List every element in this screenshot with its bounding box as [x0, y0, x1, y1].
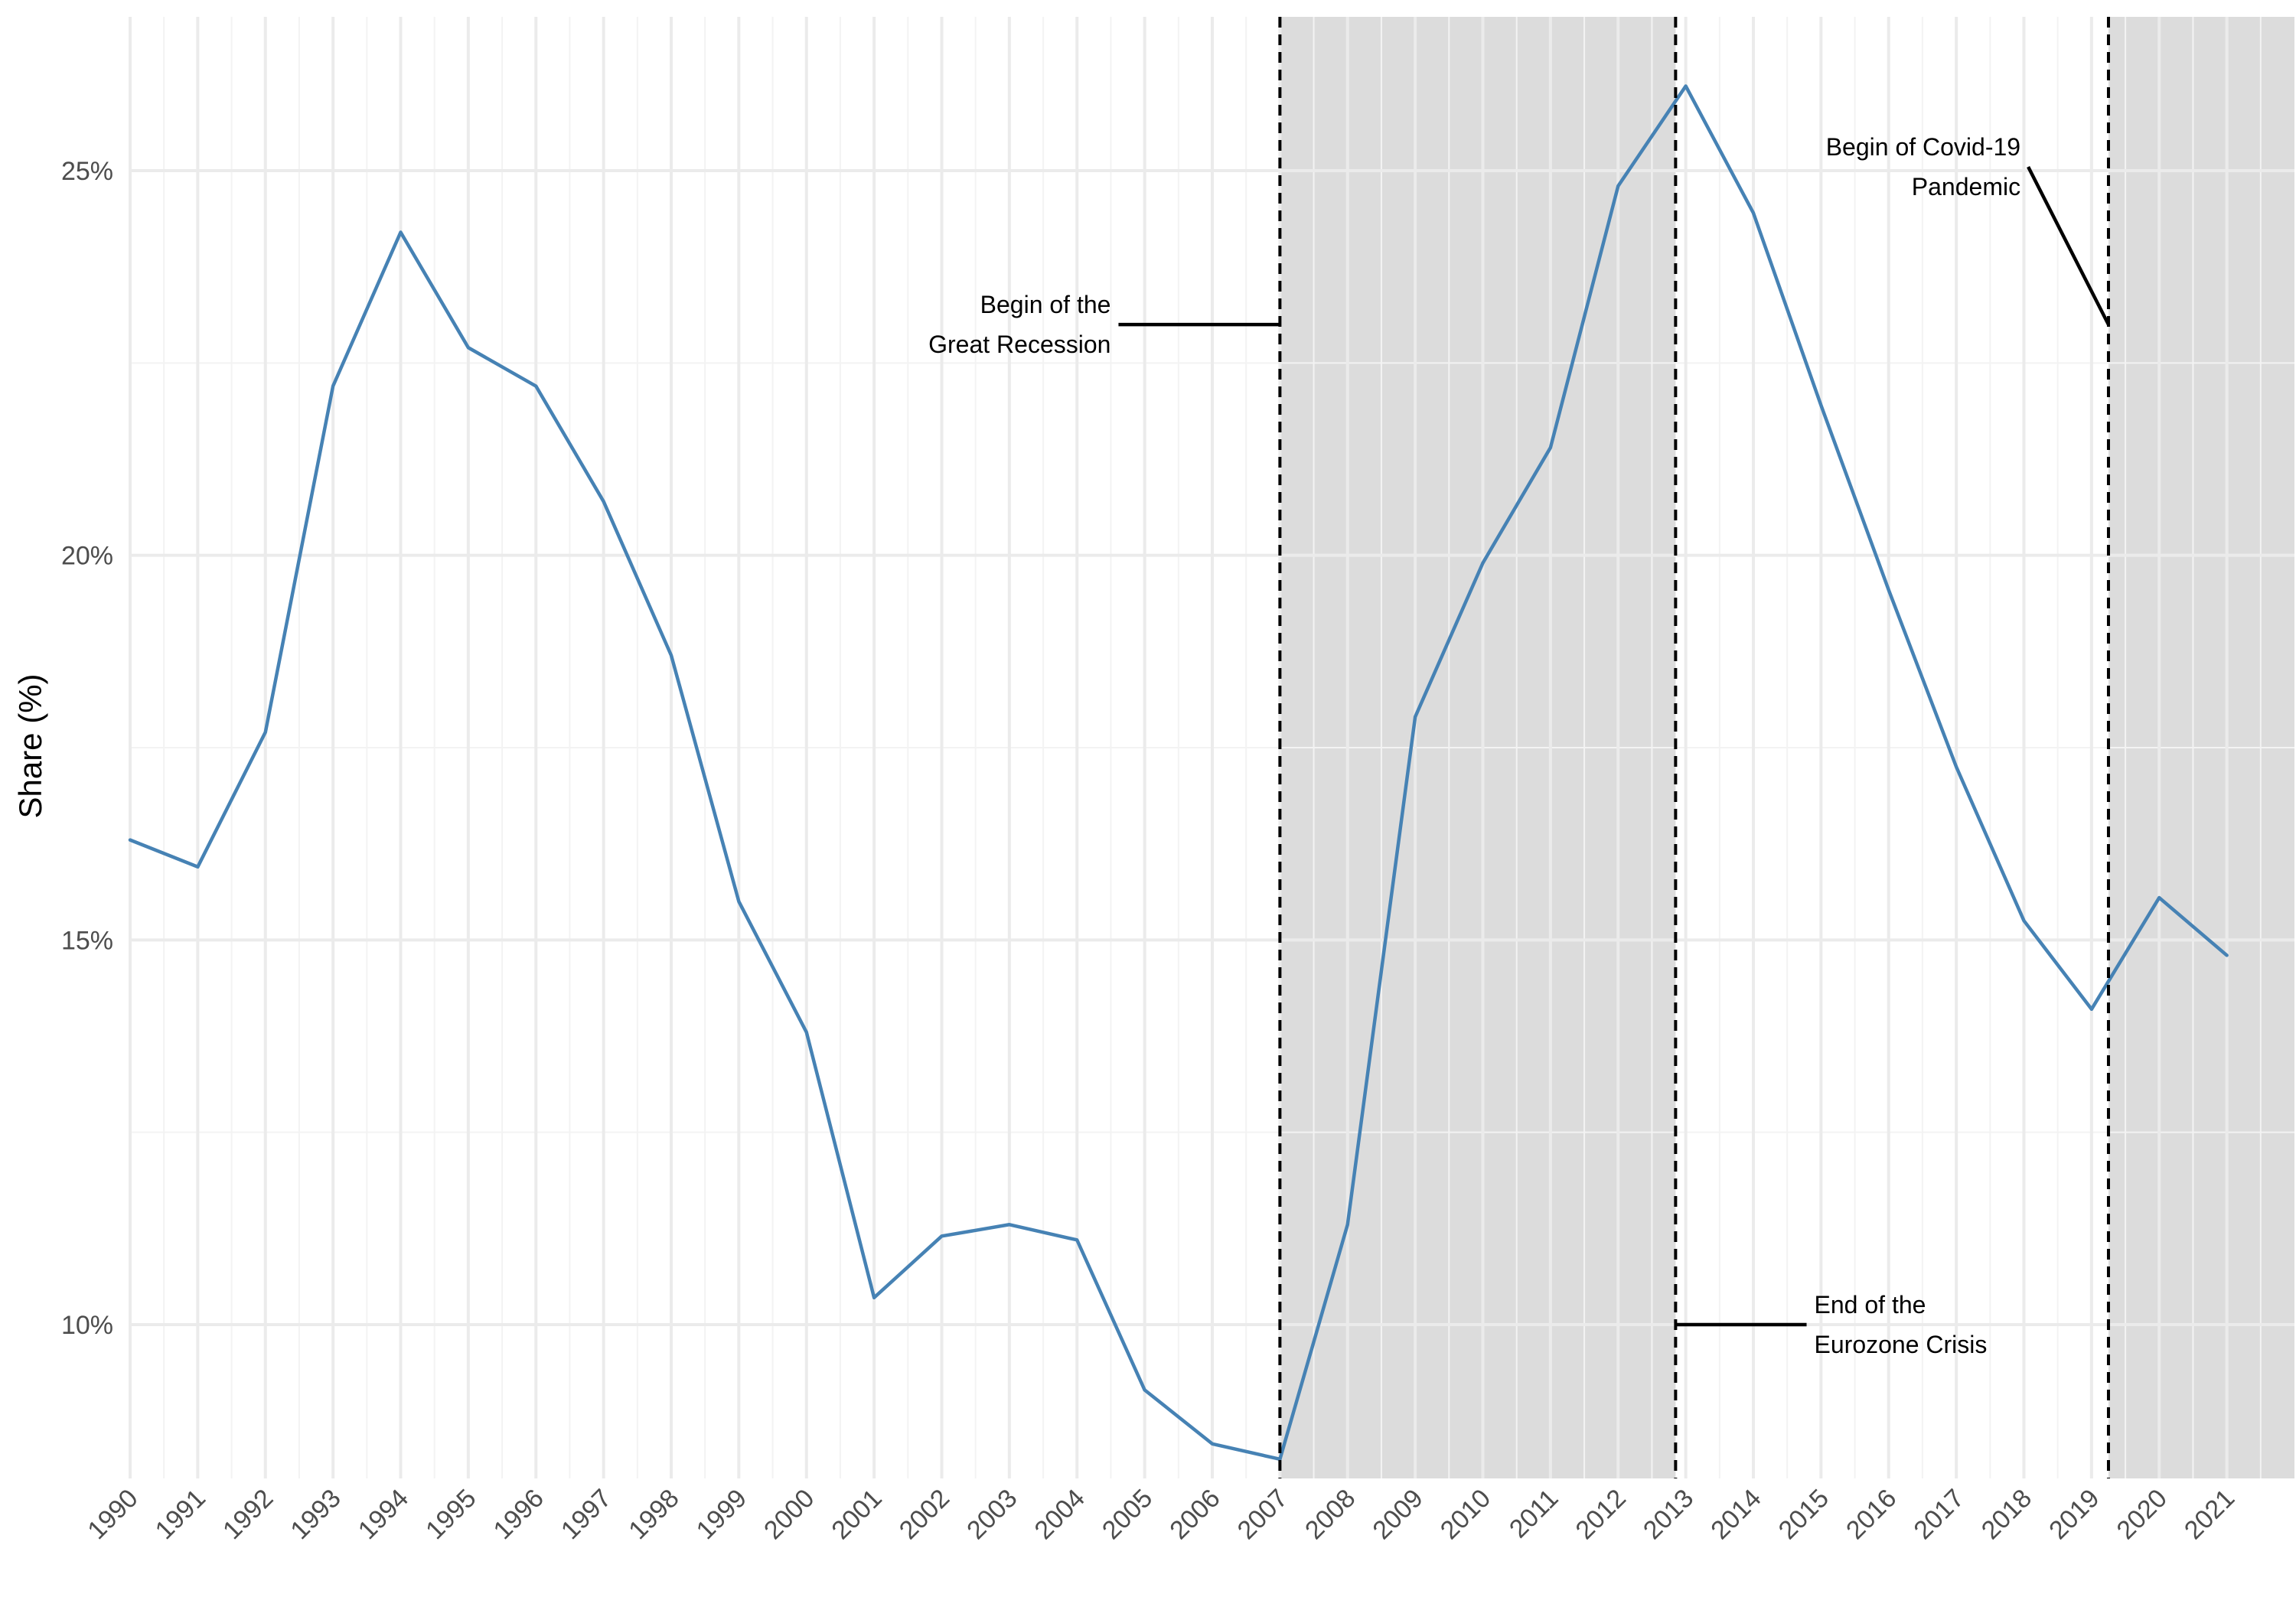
- data-point-2010: [1482, 562, 1484, 565]
- data-point-1994: [400, 230, 402, 233]
- data-point-2017: [1955, 765, 1958, 768]
- data-point-2011: [1549, 446, 1552, 449]
- annotation-1-line-1: Begin of the: [980, 291, 1111, 318]
- data-point-1996: [534, 385, 537, 388]
- data-point-1995: [467, 346, 470, 349]
- data-point-1997: [602, 500, 605, 503]
- y-tick-label: 20%: [61, 542, 113, 571]
- data-point-2015: [1819, 404, 1822, 407]
- data-point-2008: [1346, 1223, 1349, 1226]
- data-point-2001: [872, 1296, 876, 1299]
- y-tick-label: 15%: [61, 926, 113, 955]
- data-point-1998: [670, 654, 673, 657]
- annotation-leader-3: [2027, 166, 2110, 326]
- data-point-2004: [1075, 1238, 1078, 1241]
- grid: [129, 17, 2294, 1478]
- data-point-2018: [2023, 919, 2025, 922]
- y-axis-ticks: 10% 15% 20% 25%: [61, 157, 113, 1340]
- data-point-2006: [1211, 1442, 1214, 1446]
- data-point-1999: [737, 900, 740, 903]
- data-point-2020: [2157, 896, 2161, 899]
- data-point-2013: [1684, 84, 1688, 87]
- annotation-3-line-1: Begin of Covid-19: [1826, 133, 2020, 161]
- data-point-1990: [129, 839, 132, 842]
- data-point-2007: [1278, 1458, 1281, 1461]
- annotation-3-line-2: Pandemic: [1912, 173, 2020, 200]
- data-point-2009: [1414, 715, 1417, 719]
- annotation-1-line-2: Great Recession: [928, 331, 1110, 358]
- data-point-2016: [1887, 588, 1890, 592]
- data-point-2014: [1752, 211, 1755, 214]
- event-lines: [1278, 17, 2110, 1478]
- data-point-1993: [331, 385, 334, 388]
- data-point-1991: [196, 865, 199, 869]
- data-point-2005: [1143, 1388, 1146, 1391]
- annotation-2-line-1: End of the: [1815, 1291, 1926, 1319]
- data-point-2000: [805, 1031, 808, 1034]
- data-point-2002: [941, 1234, 943, 1237]
- data-point-2019: [2090, 1008, 2093, 1011]
- series-line: [128, 84, 2229, 1462]
- y-tick-label: 25%: [61, 157, 113, 186]
- annotations: Begin of the Great Recession End of the Eur…: [928, 133, 2110, 1358]
- data-point-2012: [1616, 184, 1619, 187]
- data-point-2021: [2226, 953, 2229, 957]
- y-tick-label: 10%: [61, 1311, 113, 1340]
- data-point-2003: [1008, 1223, 1011, 1226]
- y-axis-title: Share (%): [12, 673, 48, 818]
- data-point-1992: [264, 731, 267, 734]
- annotation-2-line-2: Eurozone Crisis: [1815, 1331, 1988, 1358]
- series: [128, 84, 2229, 1462]
